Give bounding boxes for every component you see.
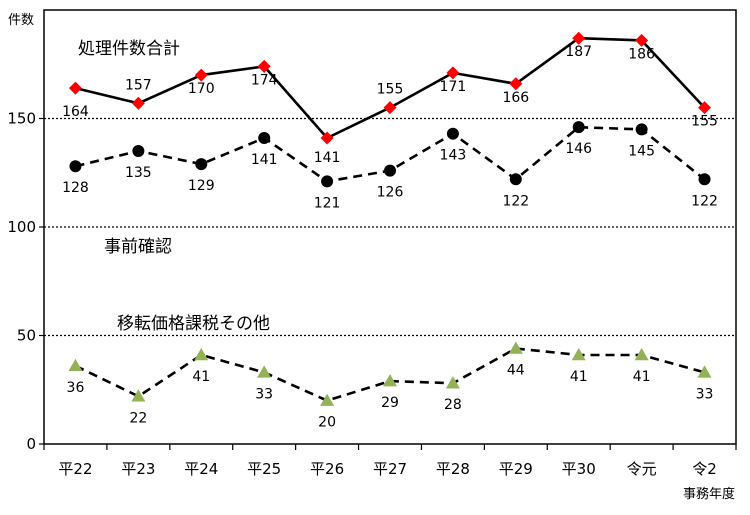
x-tick-label-7: 平29 xyxy=(499,460,533,478)
marker-s2-9 xyxy=(634,348,649,361)
x-tick-label-3: 平25 xyxy=(247,460,281,478)
marker-s0-3 xyxy=(257,59,271,73)
x-tick-label-1: 平23 xyxy=(121,460,155,478)
x-tick-label-2: 平24 xyxy=(184,460,218,478)
marker-s0-0 xyxy=(68,81,82,95)
data-label-s1-0: 128 xyxy=(62,180,89,196)
data-label-s1-9: 145 xyxy=(628,143,655,159)
marker-s2-4 xyxy=(320,393,335,406)
marker-s0-10 xyxy=(698,101,712,115)
x-tick-label-9: 令元 xyxy=(627,460,657,478)
marker-s2-10 xyxy=(697,365,712,378)
data-label-s0-0: 164 xyxy=(62,104,89,120)
data-label-s0-7: 166 xyxy=(502,90,529,106)
marker-s1-4 xyxy=(321,175,334,188)
x-tick-label-4: 平26 xyxy=(310,460,344,478)
data-label-s2-9: 41 xyxy=(633,369,651,385)
x-tick-label-6: 平28 xyxy=(436,460,470,478)
marker-s0-1 xyxy=(131,96,145,110)
data-label-s0-2: 170 xyxy=(188,81,215,97)
marker-s1-7 xyxy=(509,173,522,186)
marker-s2-2 xyxy=(194,348,209,361)
marker-s0-5 xyxy=(383,101,397,115)
marker-s2-8 xyxy=(571,348,586,361)
data-label-s0-6: 171 xyxy=(440,79,467,95)
data-label-s0-9: 186 xyxy=(628,46,655,62)
y-axis-unit: 件数 xyxy=(8,13,34,28)
marker-s1-0 xyxy=(69,160,82,173)
data-label-s1-3: 141 xyxy=(251,152,278,168)
marker-s0-8 xyxy=(572,31,586,45)
x-tick-label-0: 平22 xyxy=(58,460,92,478)
data-label-s2-0: 36 xyxy=(67,380,85,396)
marker-s2-5 xyxy=(383,374,397,387)
data-label-s0-1: 157 xyxy=(125,77,152,93)
data-label-s2-10: 33 xyxy=(696,386,714,402)
marker-s1-2 xyxy=(195,158,208,171)
y-tick-label-0: 0 xyxy=(26,435,36,453)
series-lines xyxy=(68,31,712,406)
marker-s2-6 xyxy=(445,376,460,389)
marker-s2-1 xyxy=(131,389,146,402)
marker-s0-9 xyxy=(635,33,649,47)
data-label-s1-8: 146 xyxy=(565,141,592,157)
marker-s0-2 xyxy=(194,68,208,82)
marker-s1-6 xyxy=(446,127,459,140)
marker-s1-5 xyxy=(384,164,396,177)
marker-s2-7 xyxy=(508,341,523,354)
axis-ticks: 0 50 100 150 平22 平23 平24 平25 平26 平27 平28 平29 平30 令元 令2 xyxy=(7,110,737,478)
data-label-s0-4: 141 xyxy=(314,150,341,166)
marker-s1-8 xyxy=(572,121,585,134)
data-label-s0-10: 155 xyxy=(691,114,718,130)
data-label-s0-8: 187 xyxy=(565,44,592,60)
marker-s0-4 xyxy=(320,131,334,145)
data-label-s1-10: 122 xyxy=(691,193,718,209)
y-tick-label-50: 50 xyxy=(17,327,36,345)
series-label-transfer-pricing-other: 移転価格課税その他 xyxy=(117,314,270,334)
marker-s0-7 xyxy=(509,77,523,91)
data-label-s1-2: 129 xyxy=(188,178,215,194)
series-label-advance-confirmation: 事前確認 xyxy=(104,237,172,257)
data-label-s1-1: 135 xyxy=(125,165,152,181)
data-label-s2-7: 44 xyxy=(507,363,525,379)
data-label-s2-1: 22 xyxy=(129,410,147,426)
marker-s1-9 xyxy=(635,123,648,136)
x-tick-label-5: 平27 xyxy=(373,460,407,478)
data-label-s2-5: 29 xyxy=(381,395,399,411)
data-label-s2-4: 20 xyxy=(318,415,336,431)
gridlines xyxy=(44,117,736,337)
marker-s1-3 xyxy=(258,132,271,145)
data-label-s1-7: 122 xyxy=(502,193,529,209)
data-label-s2-2: 41 xyxy=(192,369,210,385)
data-label-s2-3: 33 xyxy=(255,386,273,402)
data-label-s0-3: 174 xyxy=(251,72,278,88)
marker-s0-6 xyxy=(446,66,460,80)
marker-s1-1 xyxy=(132,145,145,158)
data-label-s1-5: 126 xyxy=(377,185,404,201)
y-tick-label-100: 100 xyxy=(7,218,36,236)
marker-s2-0 xyxy=(68,358,83,372)
data-label-s2-6: 28 xyxy=(444,397,462,413)
marker-s2-3 xyxy=(257,365,272,378)
data-label-s0-5: 155 xyxy=(377,82,404,98)
y-tick-label-150: 150 xyxy=(7,110,36,128)
data-label-s1-4: 121 xyxy=(314,195,341,211)
x-axis-title: 事務年度 xyxy=(683,486,735,502)
data-label-s1-6: 143 xyxy=(440,148,467,164)
data-labels: 164 157 170 174 141 155 171 166 187 186 155 128 135 1… xyxy=(62,44,718,430)
x-tick-label-8: 平30 xyxy=(562,460,596,478)
x-tick-label-10: 令2 xyxy=(692,460,717,478)
data-label-s2-8: 41 xyxy=(570,369,588,385)
marker-s1-10 xyxy=(698,173,711,186)
series-label-total: 処理件数合計 xyxy=(78,39,180,59)
